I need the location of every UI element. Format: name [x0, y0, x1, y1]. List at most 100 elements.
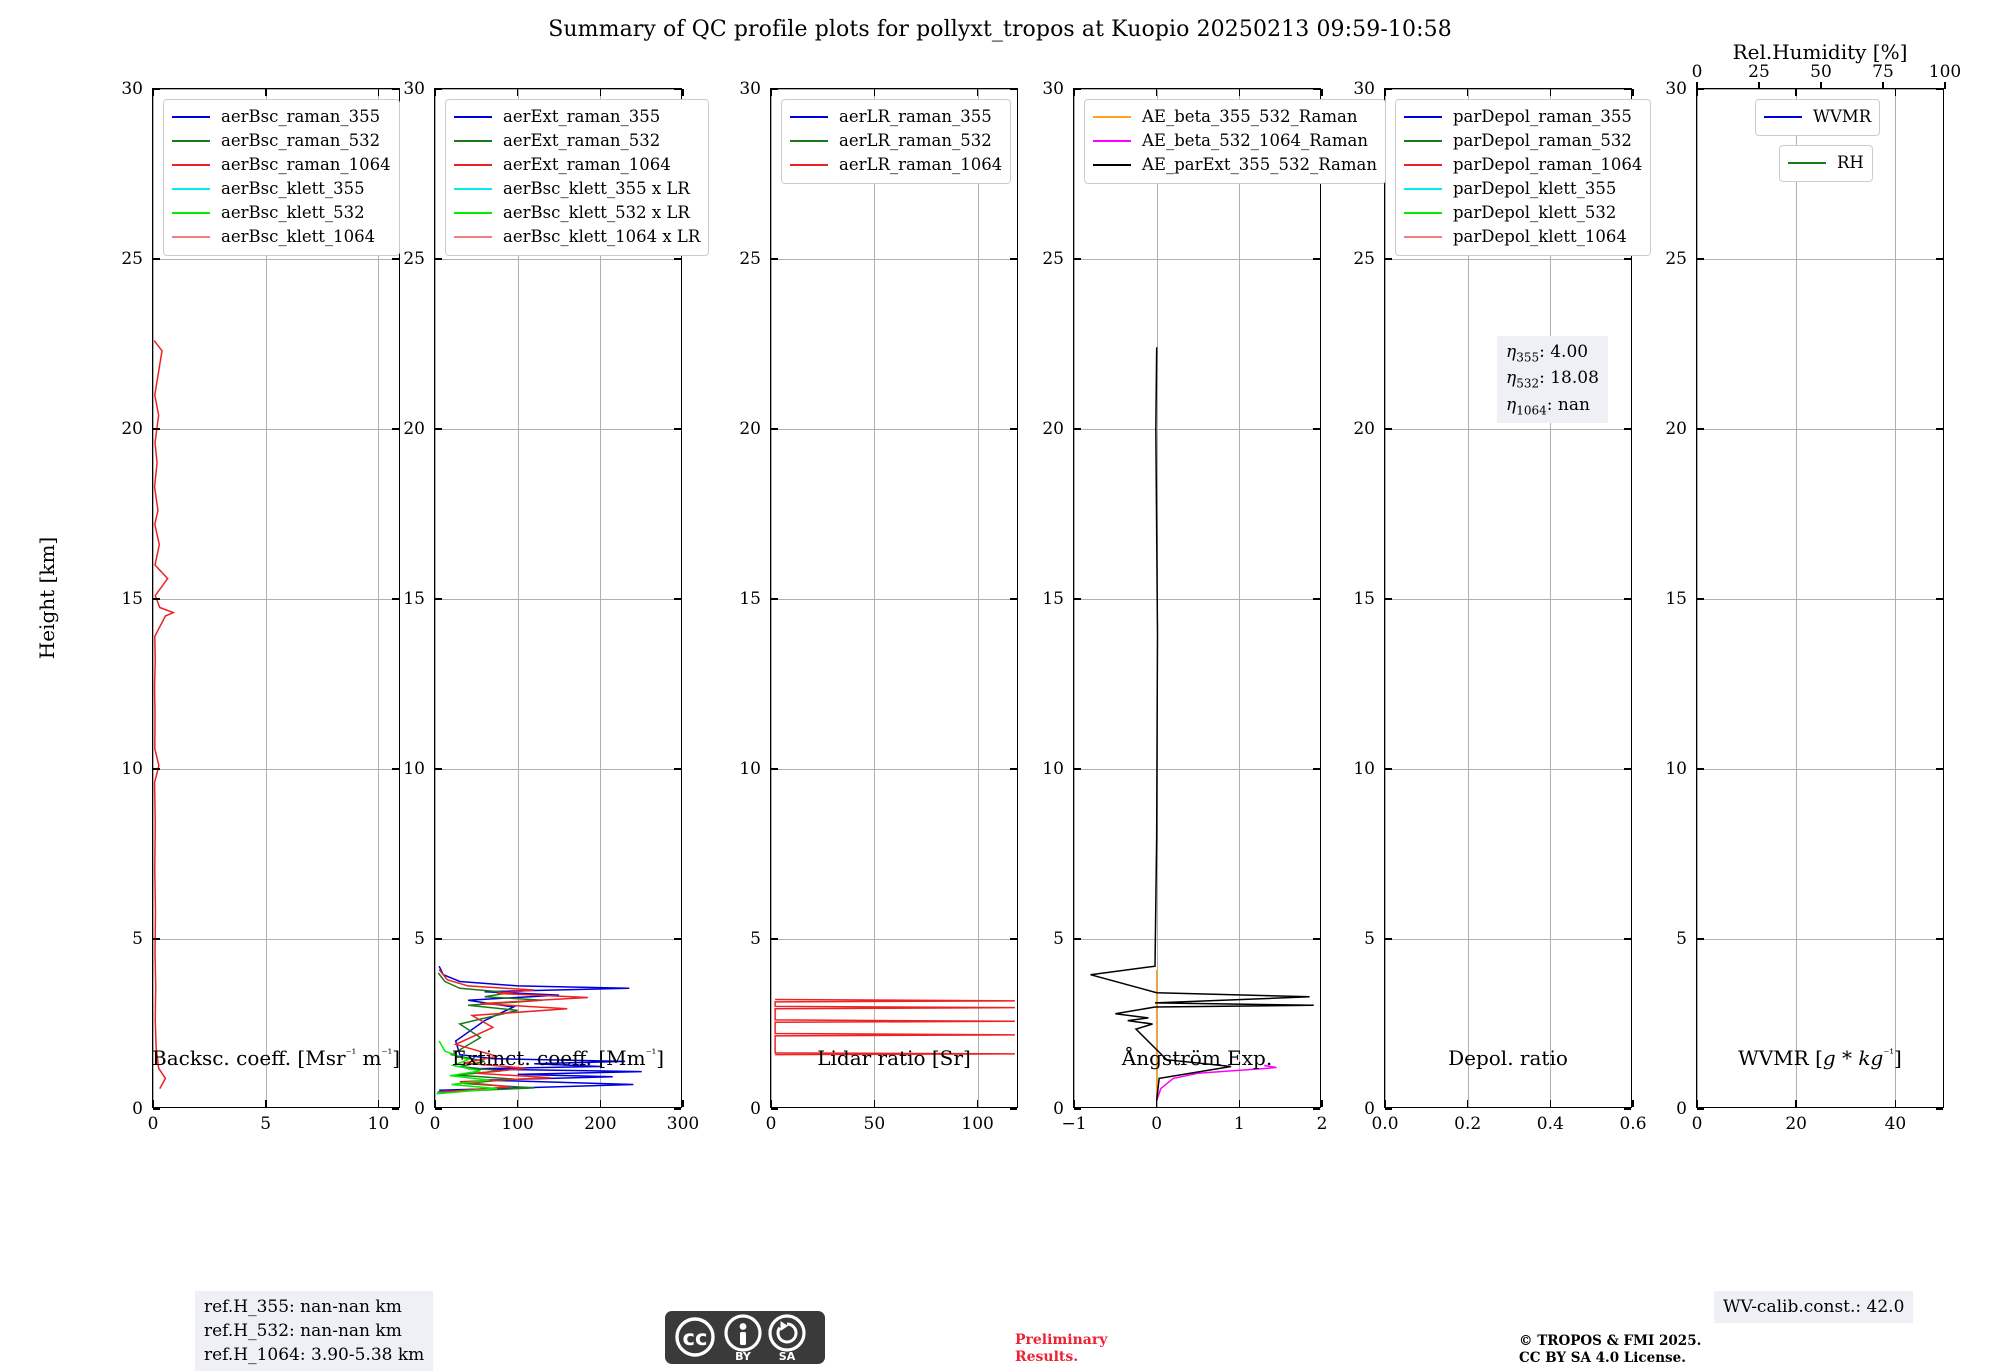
legend-entry[interactable]: aerBsc_klett_532 x LR — [454, 201, 700, 225]
gridline-vertical — [378, 89, 380, 1107]
gridline-horizontal — [1385, 599, 1631, 600]
top-x-axis-title: Rel.Humidity [%] — [1732, 40, 1908, 64]
x-tick — [264, 1100, 267, 1107]
y-tick-label: 25 — [1353, 249, 1375, 269]
x-tick — [377, 89, 380, 96]
svg-text:cc: cc — [683, 1326, 708, 1350]
y-tick-label: 15 — [403, 589, 425, 609]
x-tick — [1073, 89, 1075, 96]
x-tick — [434, 89, 436, 96]
legend-entry[interactable]: parDepol_raman_355 — [1404, 105, 1642, 129]
gridline-horizontal — [153, 769, 399, 770]
x-tick — [152, 89, 154, 96]
gridline-vertical — [1467, 89, 1469, 1107]
reference-heights-box: ref.H_355: nan-nan km ref.H_532: nan-nan… — [195, 1291, 434, 1371]
legend-entry-label: aerBsc_klett_532 x LR — [503, 202, 690, 222]
legend-entry-label: aerBsc_klett_1064 x LR — [503, 226, 701, 246]
y-tick — [1074, 1108, 1081, 1110]
y-tick-label: 15 — [1665, 589, 1687, 609]
legend-entry[interactable]: aerBsc_klett_355 — [172, 177, 391, 201]
y-tick — [1936, 88, 1943, 90]
series-line-aerLR_raman_1064 — [774, 998, 1015, 1056]
top-x-tick — [1820, 82, 1822, 89]
cc-by-sa-icon: cc BY SA — [665, 1311, 825, 1364]
legend-entry[interactable]: aerBsc_raman_355 — [172, 105, 391, 129]
preliminary-results-note: Preliminary Results. — [1015, 1332, 1107, 1366]
legend-color-swatch — [172, 211, 210, 215]
gridline-horizontal — [1697, 89, 1943, 90]
legend-color-swatch — [790, 163, 828, 167]
legend-entry[interactable]: AE_beta_532_1064_Raman — [1093, 129, 1377, 153]
y-tick — [1936, 258, 1943, 260]
y-tick — [1074, 428, 1081, 430]
x-tick — [264, 89, 267, 96]
data-series-layer — [436, 965, 642, 1095]
legend-entry[interactable]: aerLR_raman_532 — [790, 129, 1002, 153]
creative-commons-logo: cc BY SA — [665, 1311, 825, 1364]
gridline-horizontal — [435, 429, 681, 430]
preliminary-line-2: Results. — [1015, 1348, 1079, 1365]
plot-panel-wvmr_rh: 0 5 10 15 20 25 30 0 20 40 0 25 50 75 100 WVMR RH — [1665, 62, 1961, 1134]
legend-entry[interactable]: aerLR_raman_1064 — [790, 153, 1002, 177]
x-axis-title-wvmr_rh: WVMR [g * kg⁻¹] — [1738, 1046, 1902, 1070]
x-tick-label: 0 — [765, 1114, 777, 1134]
y-tick-label: 0 — [414, 1099, 425, 1119]
legend-entry[interactable]: AE_parExt_355_532_Raman — [1093, 153, 1377, 177]
y-tick — [1074, 598, 1081, 600]
y-tick — [392, 88, 399, 90]
legend-entry-label: AE_parExt_355_532_Raman — [1142, 154, 1377, 174]
legend-color-swatch — [454, 235, 492, 239]
legend-entry[interactable]: parDepol_klett_1064 — [1404, 225, 1642, 249]
legend-entry[interactable]: aerExt_raman_355 — [454, 105, 700, 129]
x-tick-label: 2 — [1316, 1114, 1328, 1134]
legend-entry[interactable]: aerBsc_raman_532 — [172, 129, 391, 153]
legend-color-swatch — [1404, 211, 1442, 215]
y-tick — [1385, 1108, 1392, 1110]
x-tick-label: 0.4 — [1536, 1114, 1564, 1134]
y-tick-label: 15 — [1353, 589, 1375, 609]
top-x-tick — [1758, 82, 1760, 89]
x-tick-label: 20 — [1785, 1114, 1808, 1134]
y-tick — [1385, 428, 1392, 430]
legend-color-swatch — [1093, 115, 1131, 119]
y-tick-label: 25 — [403, 249, 425, 269]
legend-entry[interactable]: AE_beta_355_532_Raman — [1093, 105, 1377, 129]
gridline-horizontal — [771, 599, 1017, 600]
legend-entry[interactable]: parDepol_raman_1064 — [1404, 153, 1642, 177]
legend-entry[interactable]: aerBsc_klett_532 — [172, 201, 391, 225]
y-tick-label: 10 — [1042, 759, 1064, 779]
gridline-horizontal — [1697, 769, 1943, 770]
gridline-vertical — [771, 89, 772, 1107]
y-tick-label: 0 — [1676, 1099, 1687, 1119]
y-tick-label: 0 — [132, 1099, 143, 1119]
y-tick — [771, 938, 778, 940]
gridline-horizontal — [1385, 429, 1631, 430]
legend-entry[interactable]: aerBsc_klett_355 x LR — [454, 177, 700, 201]
y-tick — [392, 768, 399, 770]
gridline-vertical — [1796, 89, 1798, 1107]
legend-entry[interactable]: aerBsc_klett_1064 x LR — [454, 225, 700, 249]
y-tick-label: 20 — [1353, 419, 1375, 439]
legend-entry[interactable]: aerLR_raman_355 — [790, 105, 1002, 129]
legend-entry[interactable]: parDepol_klett_355 — [1404, 177, 1642, 201]
legend-entry[interactable]: parDepol_klett_532 — [1404, 201, 1642, 225]
x-tick — [976, 89, 979, 96]
y-tick — [1074, 88, 1081, 90]
y-tick — [674, 938, 681, 940]
plot-area — [153, 89, 399, 1107]
legend-entry[interactable]: WVMR — [1764, 105, 1871, 129]
gridline-horizontal — [1074, 89, 1320, 90]
legend-entry[interactable]: aerExt_raman_1064 — [454, 153, 700, 177]
legend-entry-label: WVMR — [1813, 106, 1872, 126]
legend-entry[interactable]: RH — [1788, 151, 1864, 175]
legend-entry[interactable]: aerBsc_raman_1064 — [172, 153, 391, 177]
legend-entry[interactable]: aerExt_raman_532 — [454, 129, 700, 153]
cc-sa-label: SA — [779, 1350, 796, 1363]
y-tick — [1697, 88, 1704, 90]
x-tick-label: 0 — [429, 1114, 441, 1134]
y-tick — [392, 938, 399, 940]
eta-values-box: η355: 4.00 η532: 18.08 η1064: nan — [1497, 336, 1608, 424]
legend-entry[interactable]: aerBsc_klett_1064 — [172, 225, 391, 249]
legend-entry[interactable]: parDepol_raman_532 — [1404, 129, 1642, 153]
x-tick — [1894, 89, 1897, 96]
